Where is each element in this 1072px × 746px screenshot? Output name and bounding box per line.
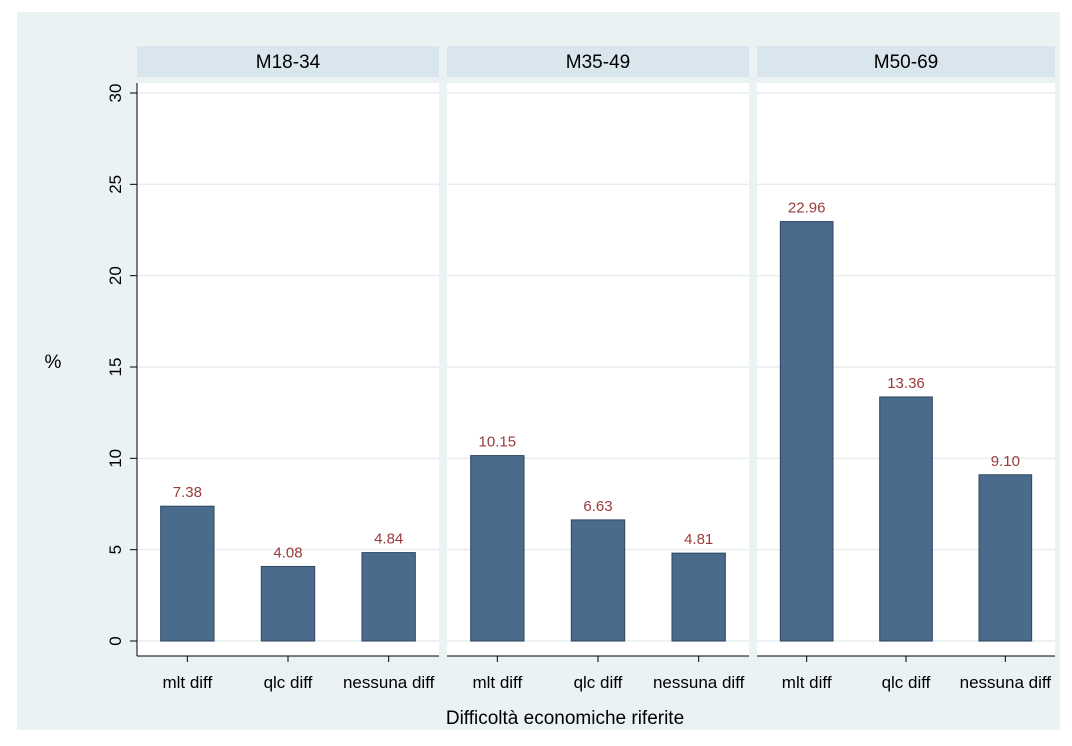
panel-header <box>137 46 439 77</box>
y-tick-label: 10 <box>106 449 125 468</box>
value-label: 7.38 <box>173 484 202 501</box>
value-label: 22.96 <box>788 200 826 217</box>
y-tick-label: 30 <box>106 84 125 103</box>
x-tick-label: nessuna diff <box>653 673 745 692</box>
bar-qlc-diff <box>879 396 933 642</box>
bar-mlt-diff <box>470 455 525 642</box>
panel-m50-69: M50-69 22.96 mlt diff 13.36 qlc diff 9.10 ness… <box>757 46 1055 692</box>
bar-mlt-diff <box>779 221 834 642</box>
x-tick-label: mlt diff <box>472 673 522 692</box>
value-label: 4.84 <box>374 531 403 548</box>
bar-nessuna-diff <box>361 552 416 642</box>
x-tick-label: qlc diff <box>264 673 313 692</box>
x-tick-label: qlc diff <box>574 673 623 692</box>
panel-m35-49: M35-49 10.15 mlt diff 6.63 qlc diff 4.81 nessu… <box>447 46 749 692</box>
y-axis-title: % <box>45 352 62 373</box>
y-tick-label: 25 <box>106 175 125 194</box>
y-tick-label: 5 <box>106 545 125 554</box>
y-tick-label: 20 <box>106 266 125 285</box>
x-tick-label: nessuna diff <box>343 673 435 692</box>
y-tick-label: 15 <box>106 358 125 377</box>
panel-m18-34: M18-34 7.38 mlt diff 4.08 qlc diff 4.84 nessun… <box>137 46 439 692</box>
value-label: 4.08 <box>273 544 302 561</box>
x-axis-title: Difficoltà economiche riferite <box>446 708 684 729</box>
panel-title: M18-34 <box>256 52 321 73</box>
bar-nessuna-diff <box>671 552 726 642</box>
bar-qlc-diff <box>260 565 316 642</box>
x-tick-label: qlc diff <box>882 673 931 692</box>
panel-header <box>757 46 1055 77</box>
value-label: 6.63 <box>583 498 612 515</box>
bar-qlc-diff <box>570 519 626 642</box>
panel-title: M50-69 <box>874 52 938 73</box>
value-label: 13.36 <box>887 375 925 392</box>
y-tick-label: 0 <box>106 636 125 645</box>
bar-mlt-diff <box>160 505 215 642</box>
value-label: 4.81 <box>684 531 713 548</box>
x-tick-label: mlt diff <box>162 673 212 692</box>
x-tick-label: mlt diff <box>782 673 832 692</box>
value-label: 9.10 <box>991 453 1020 470</box>
panel-title: M35-49 <box>566 52 630 73</box>
bar-nessuna-diff <box>978 474 1033 642</box>
x-tick-label: nessuna diff <box>960 673 1052 692</box>
panel-header <box>447 46 749 77</box>
value-label: 10.15 <box>479 434 517 451</box>
